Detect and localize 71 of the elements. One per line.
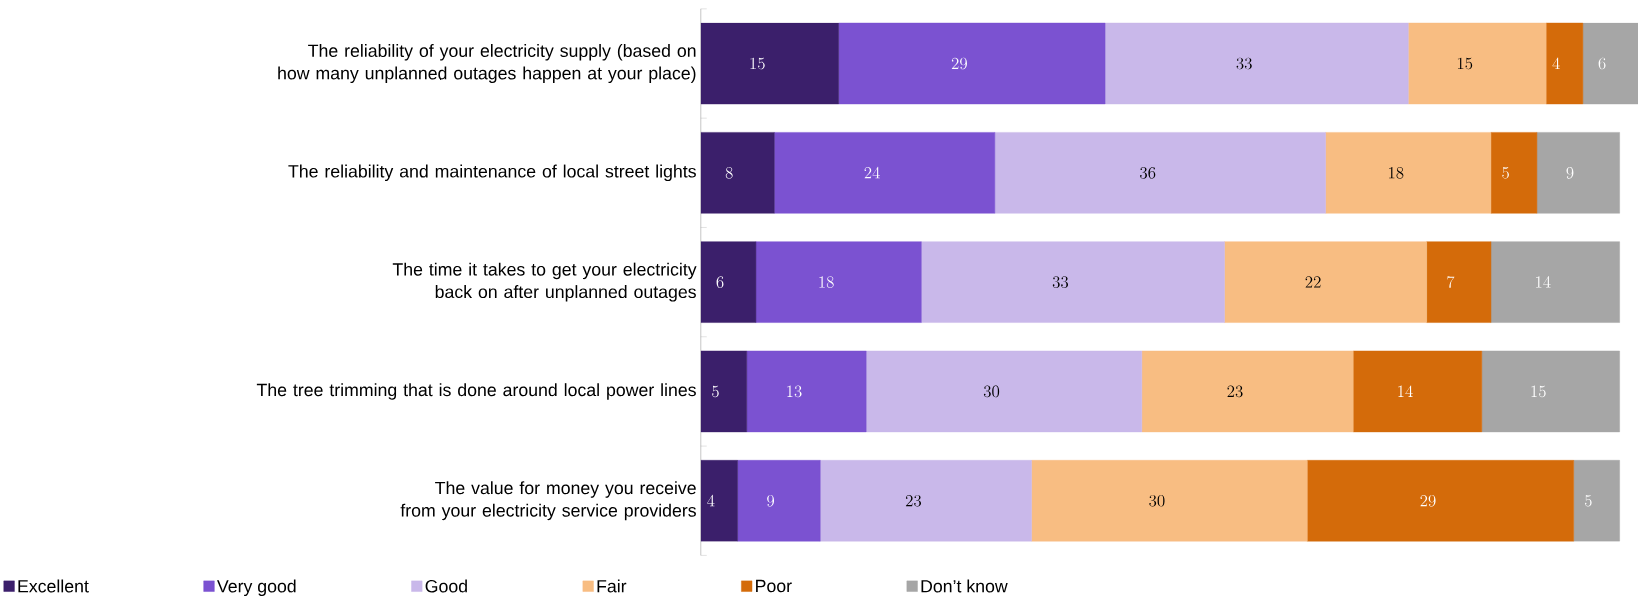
legend-label: Excellent [18,579,89,593]
bar [700,350,747,433]
data-label: 14 [1398,385,1413,397]
y-tick-label: The reliability and maintenance of local street lights [288,164,696,182]
bar [755,241,922,323]
bar [1141,350,1354,433]
bar [1426,241,1492,323]
bar [1536,132,1620,214]
bar [700,460,738,542]
data-label: 4 [707,494,715,507]
y-tick-label: The value for money you receive from your electricity service providers [400,481,696,521]
y-tick-label: The reliability of your electricity supply (based on how many unplanned outages happen at your place) [278,44,696,83]
data-label: 29 [951,57,967,70]
data-label: 5 [1502,166,1509,179]
data-label: 15 [1457,57,1473,70]
legend-label: Poor [756,579,792,593]
bar [700,132,775,214]
data-label: 15 [750,57,765,70]
bar [865,350,1143,433]
data-label: 9 [767,494,775,507]
bar [921,241,1225,323]
bar [700,22,839,105]
legend-label: Very good [216,579,296,596]
data-label: 29 [1420,494,1436,507]
bar [1490,241,1620,323]
bar [1408,22,1547,105]
legend-label: Don’t know [921,579,1008,593]
legend-label: Fair [597,579,627,593]
bar [1573,460,1620,542]
bar [820,460,1032,542]
bar [700,241,757,323]
data-label: 7 [1447,276,1455,288]
legend-label: Good [425,579,467,593]
data-label: 13 [787,385,802,398]
data-label: 23 [1227,385,1243,398]
data-label: 33 [1236,57,1252,70]
data-label: 18 [1389,166,1404,179]
data-label: 4 [1552,57,1560,69]
data-label: 15 [1531,385,1546,398]
bar [1582,22,1638,105]
data-label: 24 [864,166,880,179]
data-label: 30 [1149,494,1165,507]
data-label: 5 [1584,494,1592,507]
bar [737,460,821,542]
data-label: 33 [1052,276,1069,288]
data-label: 22 [1305,276,1321,288]
bar [1325,132,1492,214]
data-label: 9 [1566,166,1574,179]
data-label: 6 [716,276,724,288]
bar [1490,132,1538,214]
data-label: 23 [905,494,922,507]
data-label: 6 [1598,57,1606,70]
y-tick-label: The tree trimming that is done around local power lines [256,383,696,400]
bar [1545,22,1584,105]
data-label: 36 [1140,166,1156,179]
bar [1352,350,1483,433]
bar [746,350,867,433]
data-label: 5 [712,385,719,398]
data-label: 18 [819,276,834,288]
data-label: 14 [1536,276,1551,288]
bar [1104,22,1409,105]
data-label: 30 [983,385,1000,398]
bar [1481,350,1620,433]
data-label: 8 [725,166,733,179]
bar [774,132,996,214]
bar [1224,241,1427,323]
bar [994,132,1326,214]
bar [1031,460,1308,542]
bar [838,22,1106,105]
bar [1306,460,1574,542]
y-tick-label: The time it takes to get your electricity back on after unplanned outages [392,262,697,302]
